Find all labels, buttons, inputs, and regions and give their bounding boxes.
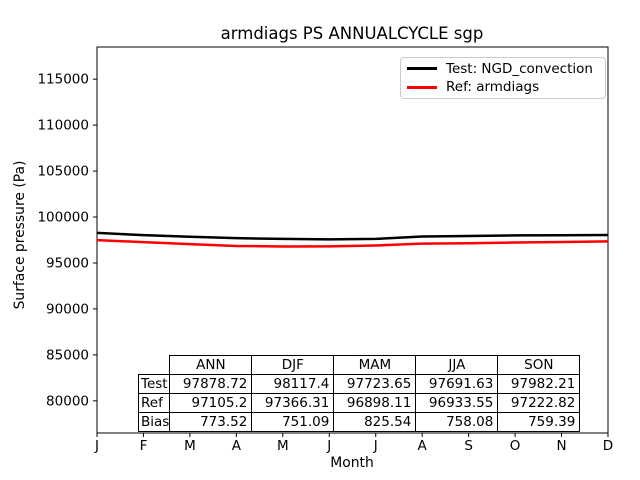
table-cell: 97723.65 (333, 374, 417, 394)
stats-table: ANN DJF MAM JJA SON Test 97878.72 98117.… (137, 355, 581, 432)
y-tick-label: 90000 (46, 301, 89, 317)
y-tick-label: 115000 (37, 72, 89, 88)
table-cell: 98117.4 (251, 374, 335, 394)
series-line-0 (96, 231, 609, 241)
legend: Test: NGD_convection Ref: armdiags (400, 57, 606, 99)
chart-title: armdiags PS ANNUALCYCLE sgp (220, 24, 484, 43)
table-cell: 96898.11 (333, 393, 417, 413)
x-tick-label: A (418, 438, 428, 454)
table-cell: 759.39 (497, 412, 581, 432)
x-tick-label: J (326, 438, 331, 454)
table-col-header: JJA (415, 355, 499, 375)
x-tick-label: D (603, 438, 613, 454)
table-cell: 97105.2 (169, 393, 253, 413)
table-cell: 773.52 (169, 412, 253, 432)
table-row-label: Ref (137, 393, 171, 413)
plot-frame (96, 46, 609, 434)
y-tick-label: 95000 (46, 255, 89, 271)
table-col-header: DJF (251, 355, 335, 375)
table-cell: 97691.63 (415, 374, 499, 394)
table-row-test: Test 97878.72 98117.4 97723.65 97691.63 … (137, 374, 581, 394)
y-tick-label: 100000 (37, 210, 89, 226)
table-cell: 751.09 (251, 412, 335, 432)
legend-label-ref: Ref: armdiags (446, 79, 540, 96)
table-col-header: ANN (169, 355, 253, 375)
table-row-label: Test (137, 374, 171, 394)
table-cell: 97878.72 (169, 374, 253, 394)
x-tick-label: O (510, 438, 521, 454)
table-cell: 825.54 (333, 412, 417, 432)
x-tick-label: A (232, 438, 242, 454)
table-row-label: Bias (137, 412, 171, 432)
table-cell: 97982.21 (497, 374, 581, 394)
y-tick-label: 85000 (46, 347, 89, 363)
x-axis-label: Month (330, 455, 374, 471)
y-tick-label: 105000 (37, 164, 89, 180)
table-row-bias: Bias 773.52 751.09 825.54 758.08 759.39 (137, 412, 581, 432)
legend-label-test: Test: NGD_convection (446, 60, 593, 77)
table-header-row: ANN DJF MAM JJA SON (139, 355, 581, 375)
table-cell: 97222.82 (497, 393, 581, 413)
y-axis-label: Surface pressure (Pa) (12, 160, 28, 310)
ref-line-swatch (407, 85, 437, 89)
x-tick-label: J (373, 438, 378, 454)
table-cell: 96933.55 (415, 393, 499, 413)
table-row-ref: Ref 97105.2 97366.31 96898.11 96933.55 9… (137, 393, 581, 413)
legend-entry-test: Test: NGD_convection (401, 60, 605, 78)
x-tick-label: M (277, 438, 289, 454)
legend-entry-ref: Ref: armdiags (401, 78, 605, 96)
x-tick-label: S (464, 438, 473, 454)
table-cell: 758.08 (415, 412, 499, 432)
y-tick-label: 80000 (46, 393, 89, 409)
series-line-1 (96, 238, 609, 248)
table-col-header: MAM (333, 355, 417, 375)
x-tick-label: F (140, 438, 148, 454)
x-tick-label: M (184, 438, 196, 454)
table-cell: 97366.31 (251, 393, 335, 413)
y-tick-label: 110000 (37, 118, 89, 134)
x-tick-label: J (94, 438, 99, 454)
x-tick-label: N (556, 438, 566, 454)
table-corner-cell (139, 356, 170, 375)
test-line-swatch (407, 67, 437, 71)
table-col-header: SON (497, 355, 581, 375)
